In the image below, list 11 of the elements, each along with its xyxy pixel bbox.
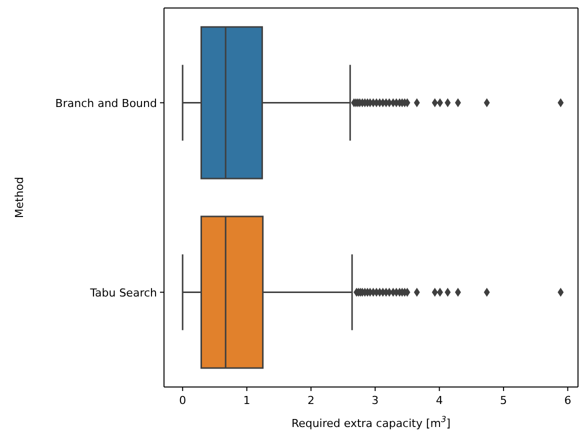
x-tick-label: 1: [243, 394, 250, 407]
y-axis-title: Method: [13, 176, 26, 218]
x-axis-title: Required extra capacity [m$^{3}$]: [291, 414, 451, 430]
x-tick-label: 5: [500, 394, 508, 407]
y-tick-label: Branch and Bound: [55, 96, 157, 110]
x-tick-label: 6: [564, 394, 572, 407]
x-tick-label: 0: [179, 394, 186, 407]
x-tick-label: 3: [372, 394, 379, 407]
x-tick-label: 2: [307, 394, 314, 407]
y-tick-label: Tabu Search: [89, 286, 158, 300]
x-tick-label: 4: [436, 394, 443, 407]
